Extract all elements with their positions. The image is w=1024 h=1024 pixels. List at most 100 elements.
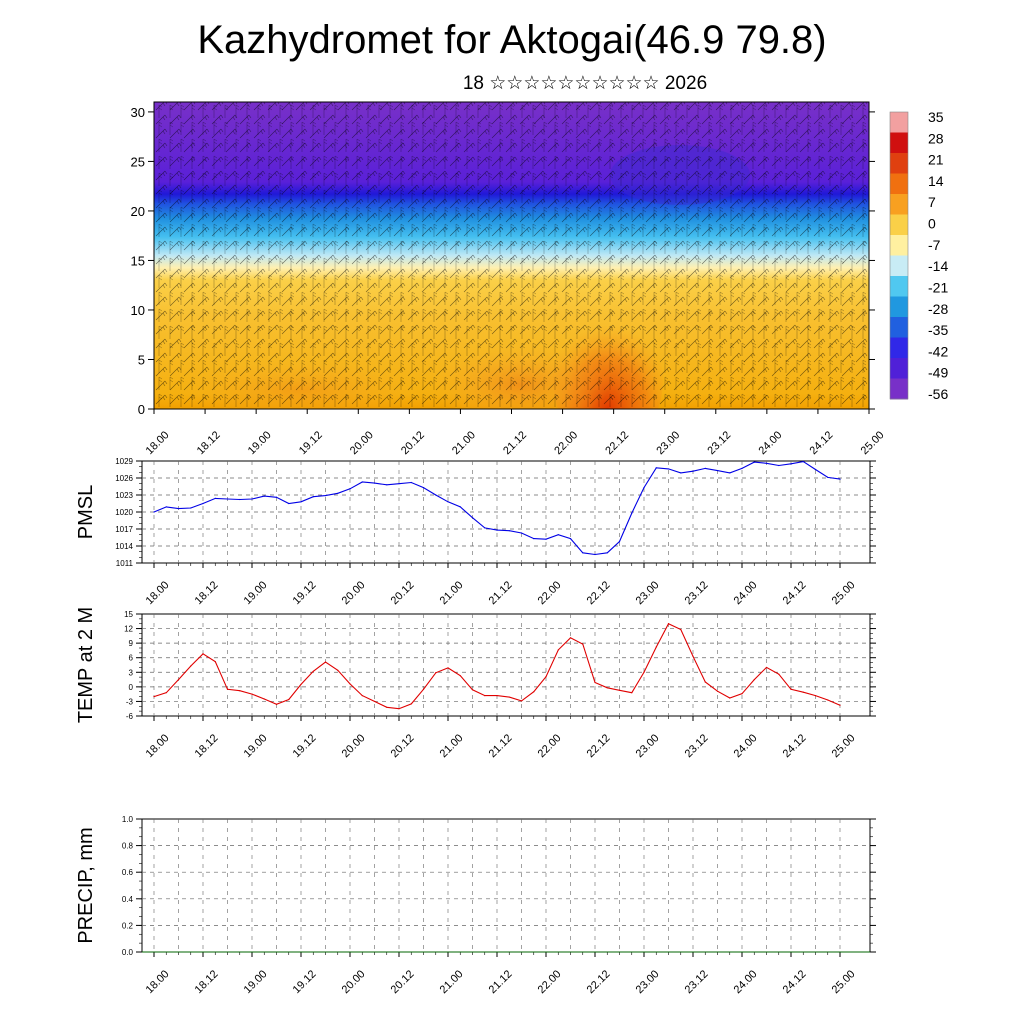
precip-chart: 0.0 0.2 0.4 0.6 0.8 1.0 18.00 18.12 19.00 19.12 20… — [75, 815, 876, 996]
temp-xtick-label: 23.00 — [634, 732, 662, 760]
colorbar-label: -28 — [928, 301, 948, 317]
cross-section-panel: 0 5 10 15 20 25 30 18.00 18.12 19.00 19.12 20.00 20.… — [131, 101, 887, 457]
temp-xtick-label: 24.00 — [732, 732, 760, 760]
temp-point — [704, 681, 706, 683]
pmsl-point — [386, 484, 388, 486]
precip-ytick-label: 0.0 — [122, 948, 134, 957]
colorbar-swatch — [890, 317, 908, 338]
pmsl-point — [202, 502, 204, 505]
temp-point — [631, 692, 633, 694]
pmsl-point — [765, 462, 768, 464]
temp-ytick-label: -3 — [126, 697, 134, 706]
temp-point — [778, 673, 780, 675]
precip-xtick-label: 24.12 — [781, 968, 809, 996]
xsec-xtick-label: 20.12 — [399, 429, 427, 457]
pmsl-point — [557, 534, 559, 536]
precip-xtick-label: 20.12 — [389, 968, 417, 996]
xsec-xtick-label: 24.12 — [808, 429, 836, 457]
temp-point — [214, 661, 216, 663]
colorbar-swatch — [890, 173, 908, 195]
temp-point — [288, 698, 290, 701]
colorbar-swatch — [890, 132, 908, 154]
temp-xtick-label: 22.00 — [536, 732, 564, 760]
pmsl-point — [778, 464, 780, 467]
colorbar-swatch — [890, 276, 908, 297]
xsec-ytick-label: 5 — [138, 352, 145, 367]
pmsl-xtick-label: 20.00 — [340, 579, 368, 607]
precip-xtick-label: 21.00 — [438, 968, 466, 996]
temp-point — [202, 653, 204, 655]
temp-point — [594, 681, 596, 684]
temp-xtick-label: 18.12 — [193, 732, 221, 760]
colorbar-label: 14 — [928, 173, 944, 189]
temp-point — [827, 699, 829, 701]
chart-title: Kazhydromet for Aktogai(46.9 79.8) — [197, 18, 827, 62]
pmsl-point — [471, 517, 474, 519]
temp-xtick-label: 19.12 — [291, 732, 319, 760]
xsec-xtick-label: 24.00 — [756, 429, 784, 457]
pmsl-ytick-label: 1023 — [115, 491, 133, 500]
precip-xtick-label: 24.00 — [732, 968, 760, 996]
temp-xtick-label: 19.00 — [242, 732, 270, 760]
temp-point — [533, 691, 535, 693]
temp-xtick-label: 21.00 — [438, 732, 466, 760]
colorbar-swatch — [890, 194, 908, 215]
pmsl-point — [692, 470, 694, 472]
temp-point — [655, 646, 657, 648]
pmsl-point — [814, 468, 817, 471]
pmsl-ytick-label: 1026 — [115, 474, 133, 483]
pmsl-xtick-label: 24.12 — [781, 579, 809, 607]
pmsl-point — [275, 496, 278, 498]
temp-point — [410, 703, 412, 705]
pmsl-ytick-label: 1014 — [115, 542, 133, 551]
precip-xtick-label: 22.00 — [536, 968, 564, 996]
pmsl-point — [496, 529, 498, 531]
pmsl-point — [655, 467, 657, 469]
temp-ytick-label: 12 — [124, 625, 133, 634]
colorbar-swatch — [890, 358, 908, 379]
pmsl-point — [459, 506, 461, 508]
xsec-xtick-label: 20.00 — [348, 429, 376, 457]
temp-point — [508, 696, 510, 698]
temp-point — [263, 698, 265, 700]
colorbar-swatch — [890, 296, 908, 318]
colorbar-label: 0 — [928, 216, 936, 232]
precip-xtick-label: 18.00 — [144, 968, 172, 996]
precip-xtick-label: 25.00 — [830, 968, 858, 996]
pmsl-point — [410, 481, 412, 484]
colorbar-swatch — [890, 235, 908, 256]
pmsl-xtick-label: 19.12 — [291, 579, 319, 607]
temp-point — [177, 678, 180, 681]
temp-point — [569, 637, 572, 639]
temp-point — [680, 628, 682, 631]
temp-point — [606, 687, 608, 689]
pmsl-point — [153, 511, 155, 513]
chart-subtitle: 18 ☆☆☆☆☆☆☆☆☆☆ 2026 — [462, 73, 708, 94]
pmsl-xtick-label: 20.12 — [389, 579, 417, 607]
temp-ytick-label: 0 — [129, 683, 134, 692]
temp-point — [790, 688, 792, 690]
temp-point — [251, 693, 253, 695]
temp-point — [459, 675, 461, 677]
temp-point — [643, 671, 645, 673]
xsec-xtick-label: 18.12 — [195, 429, 223, 457]
pmsl-point — [165, 506, 167, 508]
pmsl-point — [827, 476, 829, 479]
colorbar-label: 35 — [928, 109, 944, 125]
pmsl-point — [508, 530, 510, 532]
xsec-ytick-label: 20 — [131, 204, 145, 219]
pmsl-point — [839, 478, 841, 480]
temp-ytick-label: 3 — [129, 668, 134, 677]
colorbar-swatch — [890, 112, 908, 133]
colorbar-label: -7 — [928, 237, 941, 253]
precip-xtick-label: 21.12 — [487, 968, 515, 996]
colorbar-label: 21 — [928, 152, 944, 168]
colorbar-swatch — [890, 214, 908, 236]
xsec-ytick-label: 0 — [138, 402, 145, 417]
pmsl-point — [324, 494, 327, 497]
pmsl-point — [741, 467, 743, 469]
pmsl-point — [226, 498, 229, 500]
pmsl-point — [239, 498, 241, 501]
colorbar-swatch — [890, 153, 908, 174]
